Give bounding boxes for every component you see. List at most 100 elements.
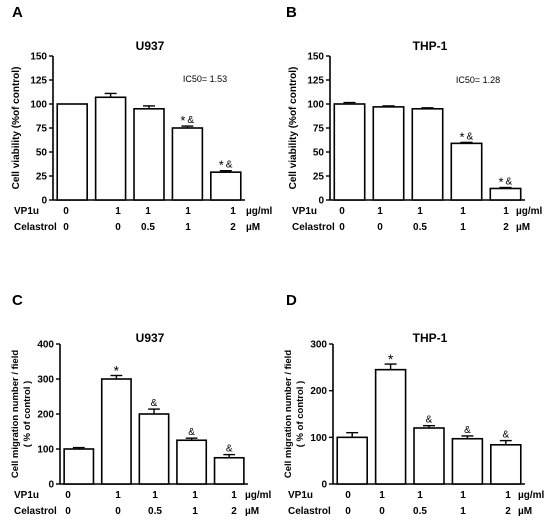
- celastrol-dose: 2: [505, 506, 511, 517]
- significance-mark: &: [464, 425, 471, 436]
- vp1u-dose: 1: [503, 206, 509, 217]
- bar: [63, 448, 95, 485]
- bar: [210, 171, 242, 201]
- y-tick-label: 0: [41, 196, 47, 207]
- bar: [171, 127, 204, 201]
- celastrol-dose: 2: [503, 222, 509, 233]
- celastrol-unit: µM: [245, 506, 259, 517]
- vp1u-unit: µg/ml: [516, 206, 543, 217]
- chart-title: U937: [136, 331, 165, 345]
- vp1u-dose: 1: [230, 206, 236, 217]
- panel-letter: A: [12, 4, 23, 21]
- celastrol-dose: 0: [377, 222, 383, 233]
- vp1u-dose: 1: [460, 206, 466, 217]
- significance-mark: &: [502, 430, 509, 441]
- vp1u-dose: 0: [345, 490, 351, 501]
- celastrol-dose: 0: [345, 506, 351, 517]
- bar: [333, 103, 366, 201]
- vp1u-dose: 1: [505, 490, 511, 501]
- celastrol-dose: 0.5: [141, 222, 155, 233]
- y-tick-label: 200: [37, 410, 54, 421]
- vp1u-dose: 1: [115, 490, 121, 501]
- bar: [213, 456, 245, 485]
- vp1u-dose: 1: [152, 490, 158, 501]
- bar: [411, 108, 444, 201]
- vp1u-dose: 0: [63, 206, 69, 217]
- vp1u-row-label: VP1u: [14, 490, 39, 501]
- chart-title: U937: [136, 39, 165, 53]
- panel-letter: D: [286, 292, 297, 309]
- vp1u-row-label: VP1u: [14, 206, 39, 217]
- y-tick-label: 100: [37, 445, 54, 456]
- celastrol-dose: 0: [379, 506, 385, 517]
- vp1u-dose: 1: [145, 206, 151, 217]
- y-tick-label: 50: [313, 148, 325, 159]
- celastrol-dose: 0.5: [148, 506, 162, 517]
- significance-mark: &: [226, 444, 233, 455]
- celastrol-dose: 0: [65, 506, 71, 517]
- bar: [490, 443, 522, 485]
- y-tick-label: 300: [310, 340, 327, 351]
- y-tick-label: 125: [30, 76, 47, 87]
- y-tick-label: 200: [310, 386, 327, 397]
- chart-title: THP-1: [413, 39, 448, 53]
- significance-mark: *: [498, 175, 503, 190]
- vp1u-row-label: VP1u: [288, 490, 313, 501]
- celastrol-dose: 0: [63, 222, 69, 233]
- bar: [336, 436, 368, 485]
- bar: [94, 96, 127, 201]
- celastrol-dose: 0: [115, 222, 121, 233]
- significance-mark: &: [187, 115, 194, 126]
- bar: [489, 187, 522, 201]
- y-axis-label: ( % of control ): [22, 381, 33, 448]
- significance-mark: &: [506, 177, 513, 188]
- ic50-annotation: IC50= 1.28: [456, 75, 500, 85]
- celastrol-dose: 1: [460, 222, 466, 233]
- bar: [374, 368, 407, 485]
- bar: [176, 439, 208, 485]
- celastrol-row-label: Celastrol: [288, 506, 331, 517]
- vp1u-dose: 1: [115, 206, 121, 217]
- y-tick-label: 100: [310, 433, 327, 444]
- celastrol-row-label: Celastrol: [14, 506, 57, 517]
- vp1u-dose: 1: [417, 490, 423, 501]
- significance-mark: *: [219, 158, 224, 173]
- y-tick-label: 125: [307, 76, 324, 87]
- celastrol-unit: µM: [516, 222, 530, 233]
- bar: [133, 108, 165, 201]
- y-axis-label: Cell migration number / field: [10, 350, 21, 478]
- significance-mark: *: [388, 351, 394, 367]
- y-axis-label: ( % of control ): [295, 381, 306, 448]
- y-tick-label: 300: [37, 375, 54, 386]
- panel-letter: C: [12, 292, 23, 309]
- celastrol-dose: 0: [115, 506, 121, 517]
- vp1u-row-label: VP1u: [292, 206, 317, 217]
- vp1u-unit: µg/ml: [245, 490, 272, 501]
- celastrol-row-label: Celastrol: [292, 222, 335, 233]
- y-tick-label: 100: [30, 100, 47, 111]
- significance-mark: *: [459, 129, 464, 144]
- vp1u-unit: µg/ml: [246, 206, 273, 217]
- celastrol-dose: 1: [192, 506, 198, 517]
- y-tick-label: 25: [36, 172, 48, 183]
- bar: [450, 142, 483, 201]
- chart-title: THP-1: [413, 331, 448, 345]
- y-tick-label: 400: [37, 340, 54, 351]
- significance-mark: &: [226, 160, 233, 171]
- y-tick-label: 75: [313, 124, 325, 135]
- vp1u-dose: 0: [65, 490, 71, 501]
- y-tick-label: 150: [30, 52, 47, 63]
- celastrol-unit: µM: [518, 506, 532, 517]
- y-axis-label: Cell viability (%of control): [11, 67, 22, 190]
- ic50-annotation: IC50= 1.53: [183, 74, 227, 84]
- celastrol-dose: 0: [339, 222, 345, 233]
- y-tick-label: 150: [307, 52, 324, 63]
- y-tick-label: 0: [321, 480, 327, 491]
- celastrol-dose: 1: [460, 506, 466, 517]
- significance-mark: &: [151, 398, 158, 409]
